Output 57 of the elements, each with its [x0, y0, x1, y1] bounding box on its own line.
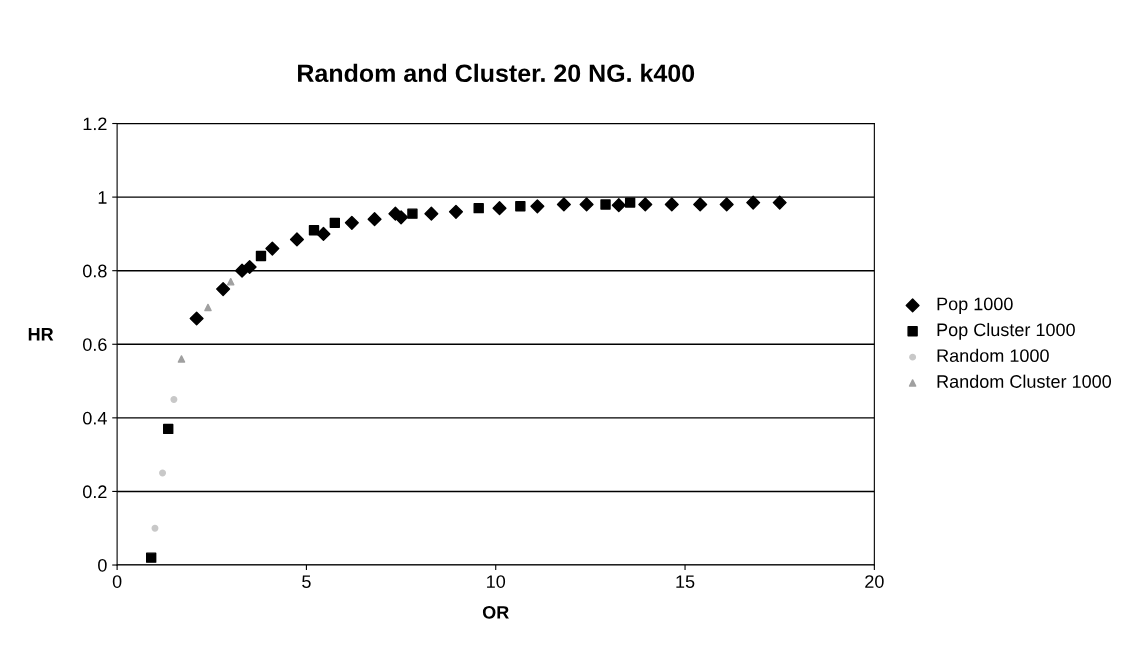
y-tick-label: 0.2 [83, 485, 107, 499]
chart-title: Random and Cluster. 20 NG. k400 [298, 63, 695, 83]
legend-label: Random 1000 [937, 348, 1049, 363]
point [600, 199, 611, 210]
point [242, 259, 257, 275]
legend-label: Pop Cluster 1000 [937, 322, 1075, 340]
y-tick-label: 0 [98, 558, 107, 572]
legend-label: Pop 1000 [937, 297, 1013, 314]
point [719, 197, 734, 212]
point [265, 241, 280, 256]
point [177, 355, 186, 363]
point [693, 197, 708, 212]
point [329, 217, 341, 229]
point [204, 303, 212, 312]
y-axis-title: HR [28, 328, 54, 341]
point [163, 423, 174, 435]
point [226, 277, 235, 286]
x-tick-label: 0 [112, 575, 122, 588]
x-tick-label: 15 [676, 575, 695, 588]
y-tick-label: 1.2 [83, 117, 107, 131]
point [530, 199, 545, 214]
point [216, 282, 231, 297]
point [772, 195, 787, 210]
point [611, 198, 626, 213]
point [308, 225, 320, 236]
legend-label: Random Cluster 1000 [937, 374, 1112, 388]
point [151, 524, 159, 532]
point [664, 197, 679, 212]
point [289, 232, 305, 247]
point [189, 311, 204, 326]
point [367, 212, 382, 227]
point [159, 469, 167, 477]
point [316, 226, 331, 241]
x-tick-label: 5 [302, 575, 311, 588]
point [515, 201, 526, 212]
point [255, 250, 267, 262]
point [394, 210, 409, 225]
y-tick-label: 0.4 [83, 411, 107, 425]
y-tick-label: 0.6 [83, 338, 107, 351]
point [407, 208, 418, 219]
y-tick-label: 0.8 [83, 264, 107, 278]
point [556, 197, 571, 212]
point [344, 215, 359, 230]
point [145, 552, 157, 563]
x-tick-label: 20 [865, 575, 884, 588]
point [473, 202, 484, 214]
point [170, 395, 178, 403]
x-tick-label: 10 [487, 575, 506, 588]
point [638, 197, 653, 212]
point [624, 197, 636, 208]
point [492, 201, 507, 216]
point [448, 204, 464, 219]
point [424, 206, 439, 221]
point [579, 197, 594, 212]
x-axis-title: OR [482, 605, 509, 619]
y-tick-label: 1 [98, 191, 107, 204]
point [746, 195, 761, 210]
